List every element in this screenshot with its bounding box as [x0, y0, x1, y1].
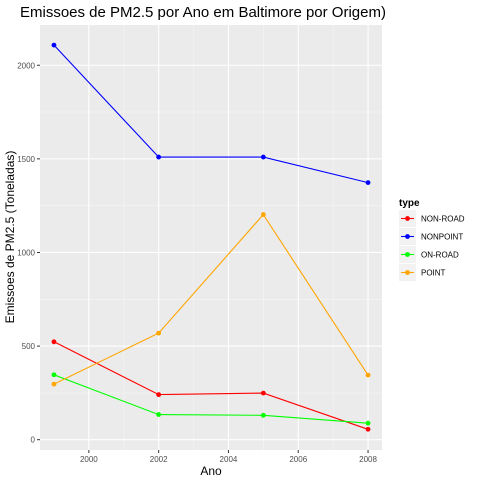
x-tick-label: 2006	[289, 455, 307, 464]
x-tick-label: 2000	[80, 455, 98, 464]
y-tick-label: 1500	[17, 155, 35, 164]
data-point-point	[156, 330, 162, 336]
x-axis-title: Ano	[200, 464, 222, 478]
legend-label-non-road: NON-ROAD	[421, 215, 465, 224]
data-point-non-road	[260, 390, 266, 396]
legend-title: type	[399, 198, 420, 209]
minor-gridlines	[40, 25, 382, 450]
data-point-on-road	[365, 420, 371, 426]
axis-layer: 2000 2002 2004 2006 2008 0 500 1000 1500 2000	[17, 61, 377, 464]
y-tick-label: 500	[22, 342, 36, 351]
legend: type NON-ROAD NONPOINT ON-ROAD POINT	[399, 198, 465, 281]
data-point-nonpoint	[51, 42, 57, 48]
x-tick-label: 2002	[150, 455, 168, 464]
data-point-nonpoint	[260, 154, 266, 160]
legend-point-non-road	[405, 216, 410, 221]
data-point-point	[260, 212, 266, 217]
data-point-on-road	[260, 412, 266, 418]
y-tick-label: 0	[31, 436, 36, 445]
legend-label-point: POINT	[421, 269, 446, 278]
series-line-on-road	[53, 374, 369, 424]
series-line-point	[53, 213, 369, 385]
legend-label-nonpoint: NONPOINT	[421, 233, 463, 242]
data-point-non-road	[156, 392, 162, 398]
series-layer	[51, 42, 371, 432]
legend-items: NON-ROAD NONPOINT ON-ROAD POINT	[399, 210, 465, 281]
x-tick-label: 2004	[220, 455, 238, 464]
data-point-nonpoint	[156, 154, 162, 160]
data-point-nonpoint	[365, 180, 371, 186]
legend-point-nonpoint	[405, 234, 410, 239]
plot-panel	[40, 25, 382, 450]
series-line-nonpoint	[53, 44, 369, 184]
legend-label-on-road: ON-ROAD	[421, 251, 459, 260]
major-gridlines	[40, 25, 382, 450]
legend-point-on-road	[405, 252, 410, 257]
data-point-on-road	[51, 372, 57, 378]
x-tick-label: 2008	[359, 455, 377, 464]
series-line-non-road	[53, 341, 369, 430]
y-tick-label: 1000	[17, 248, 35, 257]
data-point-non-road	[51, 339, 57, 345]
y-tick-label: 2000	[17, 61, 35, 70]
y-axis-title: Emissoes de PM2.5 (Toneladas)	[3, 151, 17, 324]
data-point-on-road	[156, 412, 162, 417]
chart-title: Emissoes de PM2.5 por Ano em Baltimore p…	[20, 4, 386, 21]
data-point-non-road	[365, 426, 371, 432]
data-point-point	[365, 372, 371, 378]
data-point-point	[51, 381, 57, 387]
legend-point-point	[405, 270, 410, 275]
